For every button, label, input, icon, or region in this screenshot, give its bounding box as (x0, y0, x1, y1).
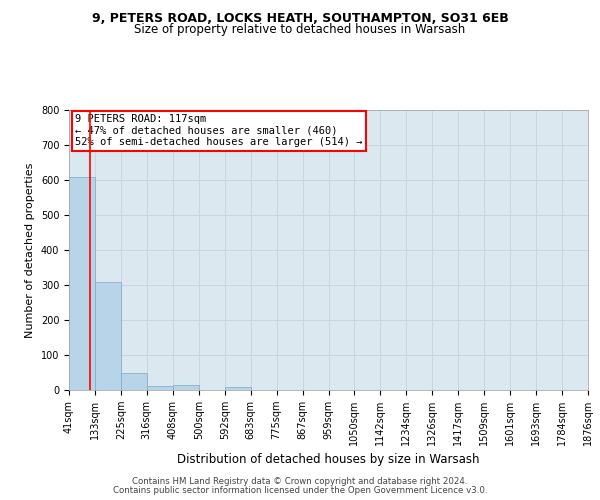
Bar (69, 177, 95, 390)
Text: Contains public sector information licensed under the Open Government Licence v3: Contains public sector information licen… (113, 486, 487, 495)
Bar (95, 282, 121, 390)
Text: Size of property relative to detached houses in Warsash: Size of property relative to detached ho… (134, 22, 466, 36)
Y-axis label: Number of detached properties: Number of detached properties (25, 162, 35, 338)
Text: 9, PETERS ROAD, LOCKS HEATH, SOUTHAMPTON, SO31 6EB: 9, PETERS ROAD, LOCKS HEATH, SOUTHAMPTON… (92, 12, 508, 26)
Bar (121, 372, 147, 390)
Bar (147, 386, 173, 390)
Text: Contains HM Land Registry data © Crown copyright and database right 2024.: Contains HM Land Registry data © Crown c… (132, 478, 468, 486)
X-axis label: Distribution of detached houses by size in Warsash: Distribution of detached houses by size … (177, 454, 480, 466)
Bar (173, 386, 199, 390)
Text: 9 PETERS ROAD: 117sqm
← 47% of detached houses are smaller (460)
52% of semi-det: 9 PETERS ROAD: 117sqm ← 47% of detached … (75, 114, 363, 148)
Bar (225, 387, 251, 390)
